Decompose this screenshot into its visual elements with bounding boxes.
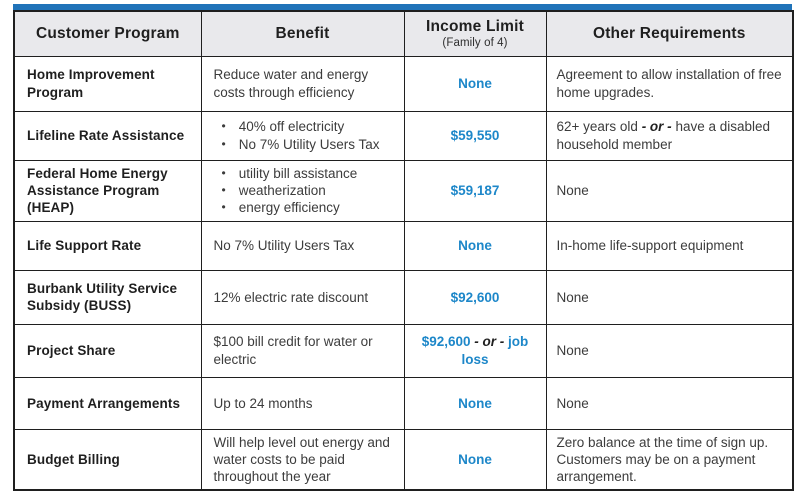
requirement-text: Agreement to allow installation of free … <box>556 67 782 100</box>
income-value: None <box>458 238 492 254</box>
requirement-text: None <box>556 395 589 411</box>
table-row: Life Support Rate No 7% Utility Users Tax… <box>13 220 794 271</box>
income-limit-cell: None <box>403 220 547 271</box>
benefit-bullet-item: • weatherization <box>214 182 396 199</box>
income-limit-cell: $59,550 <box>403 110 547 161</box>
income-value: None <box>458 395 492 411</box>
income-value: None <box>458 451 492 467</box>
requirement-text: have a disabled household member <box>556 119 771 152</box>
table-row: Burbank Utility Service Subsidy (BUSS) 12… <box>13 269 794 325</box>
income-value: $59,550 <box>450 127 500 143</box>
program-name-cell: Budget Billing <box>13 428 202 491</box>
requirement-text: 62+ years old <box>556 119 642 135</box>
benefit-cell: • utility bill assistance • weatherization •… <box>200 159 405 222</box>
benefit-cell: $100 bill credit for water or electric <box>200 323 405 378</box>
table-row: Payment Arrangements Up to 24 months None N… <box>13 376 794 430</box>
bullet-icon: • <box>221 119 226 134</box>
income-value: $92,600 <box>450 289 500 305</box>
table-row: Budget Billing Will help level out energy… <box>13 428 794 491</box>
other-requirements-cell: Zero balance at the time of sign up. Cus… <box>545 428 794 491</box>
benefit-cell: No 7% Utility Users Tax <box>200 220 405 271</box>
header-benefit: Benefit <box>200 10 405 57</box>
or-connector: - or - <box>641 119 672 135</box>
table-container: Customer Program Benefit Income Limit (F… <box>13 4 794 492</box>
other-requirements-cell: 62+ years old - or - have a disabled hou… <box>545 110 794 161</box>
program-name-cell: Life Support Rate <box>13 220 202 271</box>
other-requirements-cell: In-home life-support equipment <box>545 220 794 271</box>
benefit-bullet-text: weatherization <box>238 182 326 198</box>
income-value: $92,600 <box>421 334 475 350</box>
bullet-icon: • <box>221 200 226 215</box>
header-income-limit-sublabel: (Family of 4) <box>442 37 508 50</box>
header-customer-program: Customer Program <box>13 10 202 57</box>
other-requirements-cell: Agreement to allow installation of free … <box>545 55 794 112</box>
income-limit-cell: None <box>403 376 547 430</box>
bullet-icon: • <box>221 182 226 197</box>
benefit-bullet-item: • 40% off electricity <box>214 118 396 135</box>
benefit-bullet-text: energy efficiency <box>238 200 340 216</box>
header-income-limit: Income Limit (Family of 4) <box>403 10 547 57</box>
requirement-text: Zero balance at the time of sign up. Cus… <box>556 434 769 485</box>
income-limit-cell: None <box>403 55 547 112</box>
income-limit-cell: $92,600 <box>403 269 547 325</box>
benefit-bullet-item: • utility bill assistance <box>214 165 396 182</box>
income-value: job loss <box>461 334 529 367</box>
header-other-requirements: Other Requirements <box>545 10 794 57</box>
other-requirements-cell: None <box>545 323 794 378</box>
or-connector: - or - <box>474 334 505 350</box>
benefit-bullet-text: utility bill assistance <box>238 165 358 181</box>
top-accent-bar <box>13 4 792 10</box>
benefit-cell: • 40% off electricity • No 7% Utility Users… <box>200 110 405 161</box>
table-body: Home Improvement Program Reduce water and… <box>13 55 794 491</box>
other-requirements-cell: None <box>545 269 794 325</box>
bullet-icon: • <box>221 136 226 151</box>
program-name-cell: Federal Home Energy Assistance Program (… <box>13 159 202 222</box>
income-limit-cell: $92,600 - or - job loss <box>403 323 547 378</box>
benefit-cell: Reduce water and energy costs through ef… <box>200 55 405 112</box>
requirement-text: In-home life-support equipment <box>556 238 744 254</box>
table-row: Lifeline Rate Assistance • 40% off electri… <box>13 110 794 161</box>
requirement-text: None <box>556 182 589 198</box>
header-income-limit-label: Income Limit <box>426 18 524 36</box>
program-name-cell: Project Share <box>13 323 202 378</box>
header-row: Customer Program Benefit Income Limit (F… <box>13 10 794 57</box>
table-row: Home Improvement Program Reduce water and… <box>13 55 794 112</box>
benefit-cell: Will help level out energy and water cos… <box>200 428 405 491</box>
program-name-cell: Burbank Utility Service Subsidy (BUSS) <box>13 269 202 325</box>
bullet-icon: • <box>221 165 226 180</box>
requirement-text: None <box>556 343 589 359</box>
customer-programs-table: Customer Program Benefit Income Limit (F… <box>13 10 794 492</box>
other-requirements-cell: None <box>545 159 794 222</box>
benefit-cell: Up to 24 months <box>200 376 405 430</box>
table-row: Project Share $100 bill credit for water … <box>13 323 794 378</box>
income-limit-cell: None <box>403 428 547 491</box>
benefit-bullet-item: • No 7% Utility Users Tax <box>214 136 396 153</box>
benefit-bullet-text: No 7% Utility Users Tax <box>238 136 380 152</box>
income-value: None <box>458 75 492 91</box>
benefit-bullet-text: 40% off electricity <box>238 119 345 135</box>
table-row: Federal Home Energy Assistance Program (… <box>13 159 794 222</box>
benefit-cell: 12% electric rate discount <box>200 269 405 325</box>
requirement-text: None <box>556 289 589 305</box>
income-value: $59,187 <box>450 182 500 198</box>
benefit-bullet-item: • energy efficiency <box>214 199 396 216</box>
income-limit-cell: $59,187 <box>403 159 547 222</box>
program-name-cell: Lifeline Rate Assistance <box>13 110 202 161</box>
program-name-cell: Home Improvement Program <box>13 55 202 112</box>
other-requirements-cell: None <box>545 376 794 430</box>
program-name-cell: Payment Arrangements <box>13 376 202 430</box>
